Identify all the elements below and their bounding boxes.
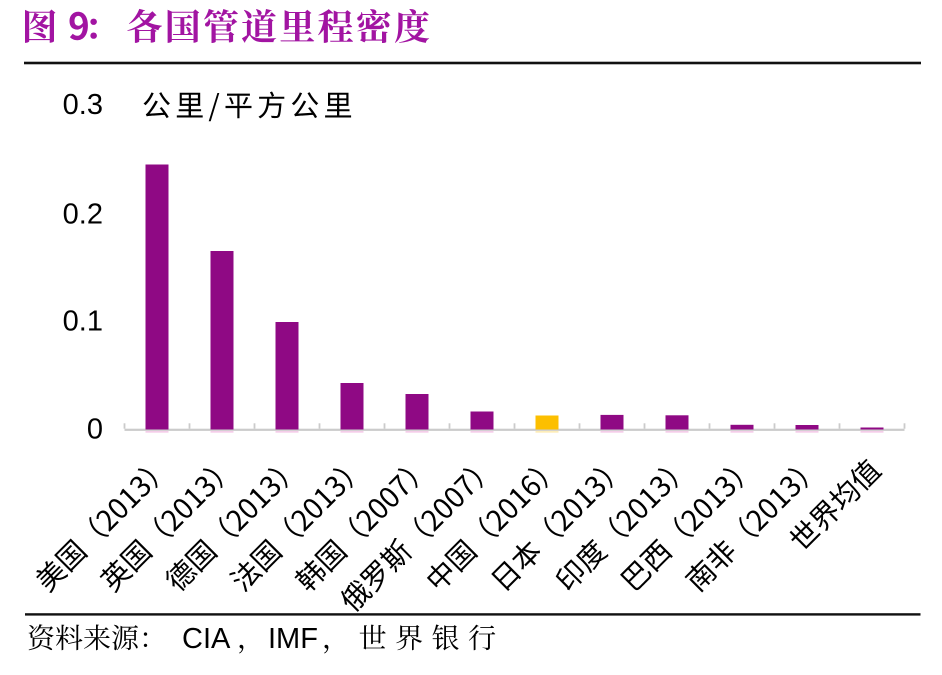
svg-text:0.2: 0.2 <box>63 199 103 231</box>
svg-text:IMF: IMF <box>268 623 318 655</box>
svg-text:0.1: 0.1 <box>63 306 103 338</box>
svg-text:0: 0 <box>87 414 103 446</box>
svg-text:0.3: 0.3 <box>63 89 103 121</box>
svg-text:CIA: CIA <box>182 623 231 655</box>
